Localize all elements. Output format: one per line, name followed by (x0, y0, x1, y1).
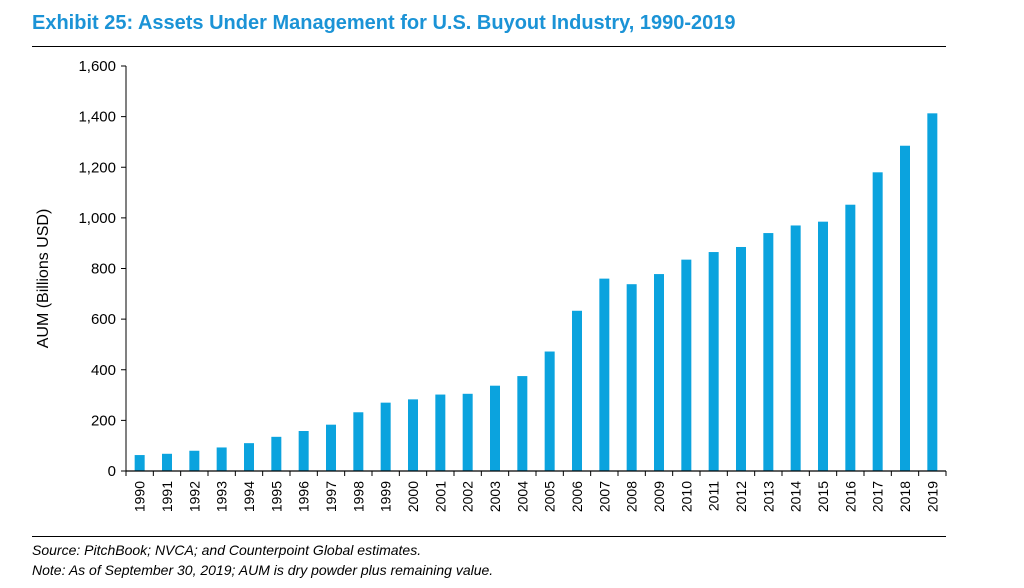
source-note: Source: PitchBook; NVCA; and Counterpoin… (32, 542, 422, 558)
bar-1999 (380, 402, 391, 471)
bar-2013 (763, 233, 774, 471)
x-tick-label: 2017 (870, 481, 886, 512)
y-tick-label: 0 (108, 463, 116, 480)
x-tick-label: 2015 (815, 481, 831, 512)
x-tick-label: 2012 (733, 481, 749, 512)
bar-2006 (572, 310, 582, 471)
bar-2016 (845, 204, 856, 471)
x-tick-label: 2018 (897, 481, 913, 512)
y-tick-label: 1,400 (78, 109, 116, 126)
x-tick-label: 1995 (268, 481, 284, 512)
y-tick-label: 1,200 (78, 159, 116, 176)
y-tick-label: 1,600 (78, 58, 116, 75)
x-tick-label: 1999 (378, 481, 394, 512)
bar-2007 (599, 278, 610, 471)
x-tick-label: 1998 (350, 481, 366, 512)
x-tick-label: 2002 (460, 481, 476, 512)
chart-title: Exhibit 25: Assets Under Management for … (32, 12, 736, 34)
y-axis-label: AUM (Billions USD) (35, 209, 52, 349)
bar-1997 (326, 424, 336, 471)
bar-2003 (490, 385, 500, 471)
x-tick-label: 2009 (651, 481, 667, 512)
bar-2011 (708, 252, 719, 471)
bar-2018 (900, 145, 910, 471)
bar-1996 (298, 431, 309, 471)
bar-2017 (872, 172, 883, 471)
x-tick-label: 2013 (760, 481, 776, 512)
bar-1993 (216, 447, 227, 471)
bar-2015 (818, 221, 828, 471)
bar-2008 (626, 284, 637, 471)
bar-2002 (462, 393, 473, 471)
bar-2014 (790, 225, 801, 471)
bar-2010 (681, 259, 692, 471)
bar-2004 (517, 376, 528, 471)
footnote: Note: As of September 30, 2019; AUM is d… (32, 562, 494, 578)
y-tick-label: 1,000 (78, 210, 116, 227)
x-tick-label: 2007 (596, 481, 612, 512)
x-tick-label: 2005 (542, 481, 558, 512)
bar-1991 (162, 453, 172, 471)
x-tick-label: 1990 (132, 481, 148, 512)
x-tick-label: 1996 (296, 481, 312, 512)
bar-1992 (189, 450, 200, 471)
y-axis-ticks: 0 200 400 600 800 1,000 1,200 1,400 1,600 (78, 58, 126, 480)
bars (134, 113, 938, 471)
bar-2019 (927, 113, 938, 471)
bar-1998 (353, 412, 364, 471)
x-tick-label: 1992 (186, 481, 202, 512)
title-divider (32, 46, 946, 47)
x-tick-label: 2004 (514, 481, 530, 512)
x-tick-label: 1997 (323, 481, 339, 512)
x-tick-label: 2011 (706, 481, 722, 511)
y-tick-label: 600 (91, 311, 116, 328)
footer-divider (32, 536, 946, 537)
x-tick-label: 2019 (924, 481, 940, 512)
bar-2001 (435, 394, 446, 471)
bar-1994 (244, 443, 254, 471)
y-tick-label: 800 (91, 261, 116, 278)
bar-2012 (736, 246, 746, 471)
bar-2000 (408, 399, 418, 471)
x-tick-label: 2001 (432, 481, 448, 512)
bar-2005 (544, 351, 555, 471)
x-tick-label: 1994 (241, 481, 257, 512)
x-tick-label: 2014 (788, 481, 804, 512)
x-tick-label: 2003 (487, 481, 503, 512)
x-tick-label: 2008 (624, 481, 640, 512)
bar-1990 (134, 455, 145, 471)
x-tick-label: 1993 (214, 481, 230, 512)
x-tick-label: 2000 (405, 481, 421, 512)
x-tick-label: 1991 (159, 481, 175, 512)
bar-1995 (271, 436, 282, 471)
x-tick-label: 2016 (842, 481, 858, 512)
y-tick-label: 200 (91, 412, 116, 429)
x-tick-label: 2006 (569, 481, 585, 512)
y-tick-label: 400 (91, 362, 116, 379)
x-axis-ticks: 1990 1991 1992 1993 1994 1995 1996 1997 1998 1999… (125, 471, 947, 512)
x-tick-label: 2010 (678, 481, 694, 512)
bar-2009 (654, 274, 664, 471)
